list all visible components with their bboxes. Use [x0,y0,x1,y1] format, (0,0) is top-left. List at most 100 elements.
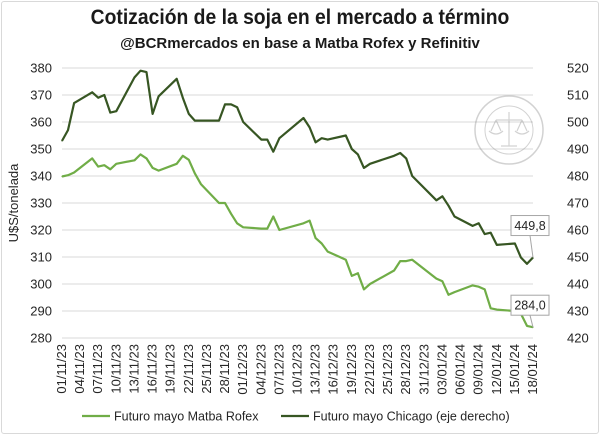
x-tick-label: 13/11/23 [126,344,141,394]
data-point [236,222,238,224]
data-point [327,139,329,141]
data-point [484,288,486,290]
data-point [272,151,274,153]
y2-tick-label: 490 [567,142,589,157]
x-tick-label: 10/12/23 [290,344,305,395]
data-point [514,242,516,245]
legend-label: Futuro mayo Chicago (eje derecho) [313,410,510,424]
x-tick-label: 01/12/23 [235,344,250,395]
y2-tick-label: 510 [567,88,589,103]
y2-tick-label: 420 [567,331,589,346]
x-tick-label: 19/11/23 [163,344,178,394]
y-tick-label: 380 [30,61,52,76]
data-point [182,97,184,99]
series-lines [61,69,534,329]
data-point [200,183,202,185]
callout-label: 449,8 [514,219,545,233]
data-point [61,140,63,142]
value-callouts: 449,8 284,0 [510,215,550,328]
data-point [139,153,142,155]
callout: 449,8 [510,215,550,258]
x-tick-label: 28/11/23 [217,344,232,394]
y-axis-right-ticks: 420 430 440 450 460 470 480 490 500 510 520 [567,61,589,346]
data-point [97,97,99,99]
data-point [321,137,323,139]
data-point [490,232,492,234]
data-point [447,294,450,296]
x-tick-label: 10/11/23 [108,344,123,394]
x-tick-label: 07/12/23 [271,344,286,395]
y-tick-label: 330 [30,196,52,211]
x-tick-label: 01/11/23 [54,344,69,394]
data-point [435,199,437,201]
series-line-0 [61,153,534,329]
x-tick-label: 12/01/24 [489,344,504,395]
data-point [278,137,280,139]
data-point [188,113,190,115]
series-line-1 [61,69,534,265]
data-point [115,163,117,165]
callout-leader [529,235,534,258]
data-point [158,95,160,97]
data-point [369,283,371,285]
x-tick-label: 03/01/24 [434,344,449,395]
data-point [145,71,148,73]
x-tick-label: 25/11/23 [199,344,214,394]
data-point [453,291,456,293]
data-point [351,148,353,150]
x-tick-label: 04/12/23 [253,344,268,395]
callout: 284,0 [510,294,550,328]
data-point [103,94,105,96]
data-point [194,120,196,122]
data-point [133,159,136,161]
y-tick-label: 360 [30,115,52,130]
data-point [363,167,365,169]
data-point [91,157,93,159]
x-axis-ticks: 01/11/23 04/11/23 07/11/23 10/11/23 13/11/23… [54,344,540,395]
data-point [327,251,329,253]
chart-title: Cotización de la soja en el mercado a té… [90,6,510,29]
data-point [520,256,522,259]
data-point [393,155,395,157]
data-point [405,157,407,159]
y-tick-label: 280 [30,331,52,346]
data-point [109,112,111,114]
data-point [309,126,311,128]
data-point [526,325,528,327]
y2-tick-label: 460 [567,223,589,238]
data-point [158,170,160,172]
data-point [73,102,75,104]
data-point [441,195,443,197]
data-point [435,278,437,280]
data-point [260,228,262,230]
callout-leader [529,315,534,328]
series-points-1 [61,70,534,265]
data-point [242,121,244,123]
y-tick-label: 290 [30,304,52,319]
data-point [260,139,262,141]
legend-item-1: Futuro mayo Chicago (eje derecho) [281,410,510,424]
data-point [230,213,232,215]
data-point [200,120,202,122]
data-point [218,120,220,122]
data-point [188,159,190,161]
data-point [496,244,498,246]
y-axis-left-ticks: 280 290 300 310 320 330 340 350 360 370 380 [30,61,52,346]
y-tick-label: 350 [30,142,52,157]
x-tick-label: 04/11/23 [72,344,87,394]
data-point [242,226,244,228]
data-point [399,152,401,154]
data-point [272,215,274,218]
y2-tick-label: 520 [567,61,589,76]
callout-box [510,215,550,237]
data-point [309,220,311,222]
data-point [321,242,323,245]
data-point [266,228,268,230]
data-point [91,91,93,93]
data-point [145,157,148,159]
watermark-seal [474,95,544,165]
x-tick-label: 25/12/23 [380,344,395,395]
data-point [266,139,268,141]
x-tick-label: 18/01/24 [525,344,540,395]
